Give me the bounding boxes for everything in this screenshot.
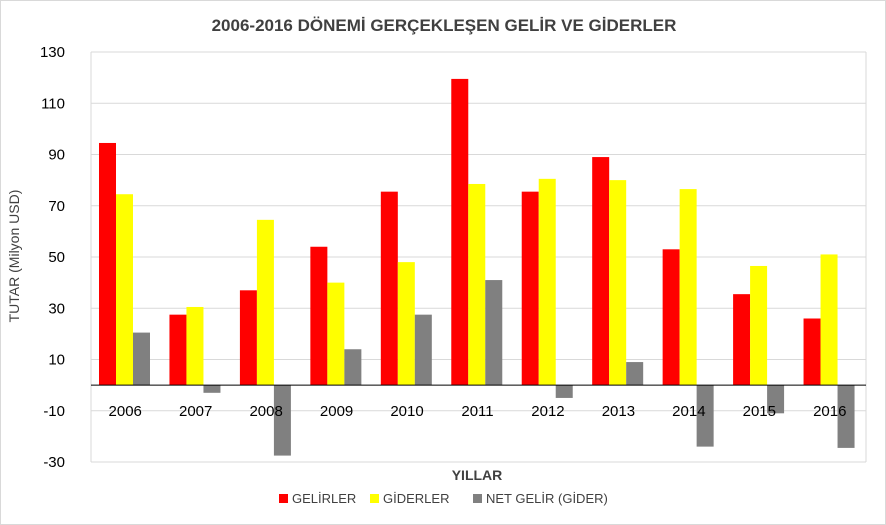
x-category-label: 2016 <box>813 403 846 420</box>
bar-gelirler-2008 <box>239 290 257 386</box>
bar-net-gelir-2014 <box>696 385 714 447</box>
x-category-label: 2013 <box>602 403 635 420</box>
y-tick-label: 130 <box>40 44 65 61</box>
chart-title: 2006-2016 DÖNEMİ GERÇEKLEŞEN GELİR VE Gİ… <box>212 16 677 35</box>
y-tick-label: 90 <box>48 147 65 164</box>
bar-giderler-2010 <box>397 262 415 386</box>
bar-gelirler-2013 <box>592 157 610 386</box>
y-tick-label: 70 <box>48 198 65 215</box>
legend-label: GELİRLER <box>292 491 356 506</box>
bar-giderler-2009 <box>327 282 345 386</box>
y-tick-label: 50 <box>48 249 65 266</box>
bar-gelirler-2007 <box>169 314 187 386</box>
legend-swatch <box>370 494 379 503</box>
bar-giderler-2012 <box>538 178 556 386</box>
y-tick-label: 10 <box>48 352 65 369</box>
bar-net-gelir-2016 <box>837 385 855 448</box>
bar-net-gelir-2007 <box>203 385 221 393</box>
x-category-label: 2014 <box>672 403 705 420</box>
x-category-label: 2009 <box>320 403 353 420</box>
bar-net-gelir-2008 <box>273 385 291 456</box>
y-tick-label: -30 <box>43 454 65 471</box>
legend-swatch <box>473 494 482 503</box>
bar-giderler-2006 <box>116 194 133 386</box>
x-category-label: 2011 <box>461 403 493 420</box>
bar-gelirler-2009 <box>310 246 328 386</box>
x-axis-category-labels: 2006 2007 2008 2009 2010 2011 2012 2013 2014 2015… <box>109 403 847 420</box>
legend-label: NET GELİR (GİDER) <box>486 491 608 506</box>
y-tick-label: 30 <box>48 300 65 317</box>
x-category-label: 2008 <box>249 403 282 420</box>
bar-giderler-2007 <box>186 306 204 386</box>
x-category-label: 2015 <box>743 403 776 420</box>
y-tick-label: -10 <box>43 403 65 420</box>
y-axis-title: TUTAR (Milyon USD) <box>6 190 22 323</box>
bar-giderler-2008 <box>256 219 274 386</box>
bar-gelirler-2016 <box>803 318 821 386</box>
bars <box>99 78 855 456</box>
bar-net-gelir-2013 <box>626 362 644 386</box>
legend-label: GİDERLER <box>383 491 449 506</box>
x-category-label: 2012 <box>531 403 564 420</box>
bar-net-gelir-2012 <box>555 385 573 398</box>
bar-giderler-2016 <box>820 254 838 386</box>
legend-swatch <box>279 494 288 503</box>
x-category-label: 2007 <box>179 403 212 420</box>
bar-net-gelir-2015 <box>767 385 785 414</box>
x-category-label: 2010 <box>390 403 423 420</box>
bar-gelirler-2014 <box>662 249 680 386</box>
legend: GELİRLER GİDERLER NET GELİR (GİDER) <box>279 491 608 506</box>
bar-net-gelir-2011 <box>485 280 503 386</box>
bar-giderler-2014 <box>679 189 697 386</box>
bar-gelirler-2006 <box>99 142 116 386</box>
bar-gelirler-2011 <box>451 78 469 386</box>
bar-giderler-2011 <box>468 183 486 386</box>
bar-net-gelir-2009 <box>344 349 362 386</box>
x-category-label: 2006 <box>109 403 142 420</box>
x-axis-title: YILLAR <box>452 467 503 483</box>
bar-gelirler-2012 <box>521 191 539 386</box>
bar-giderler-2015 <box>750 265 768 386</box>
bar-net-gelir-2010 <box>414 314 432 386</box>
bar-gelirler-2010 <box>380 191 398 386</box>
y-tick-label: 110 <box>41 95 65 112</box>
bar-net-gelir-2006 <box>133 332 150 386</box>
bar-giderler-2013 <box>609 180 627 386</box>
y-axis-ticks: -30 -10 10 30 50 70 90 110 130 <box>40 44 65 471</box>
bar-gelirler-2015 <box>733 294 751 386</box>
